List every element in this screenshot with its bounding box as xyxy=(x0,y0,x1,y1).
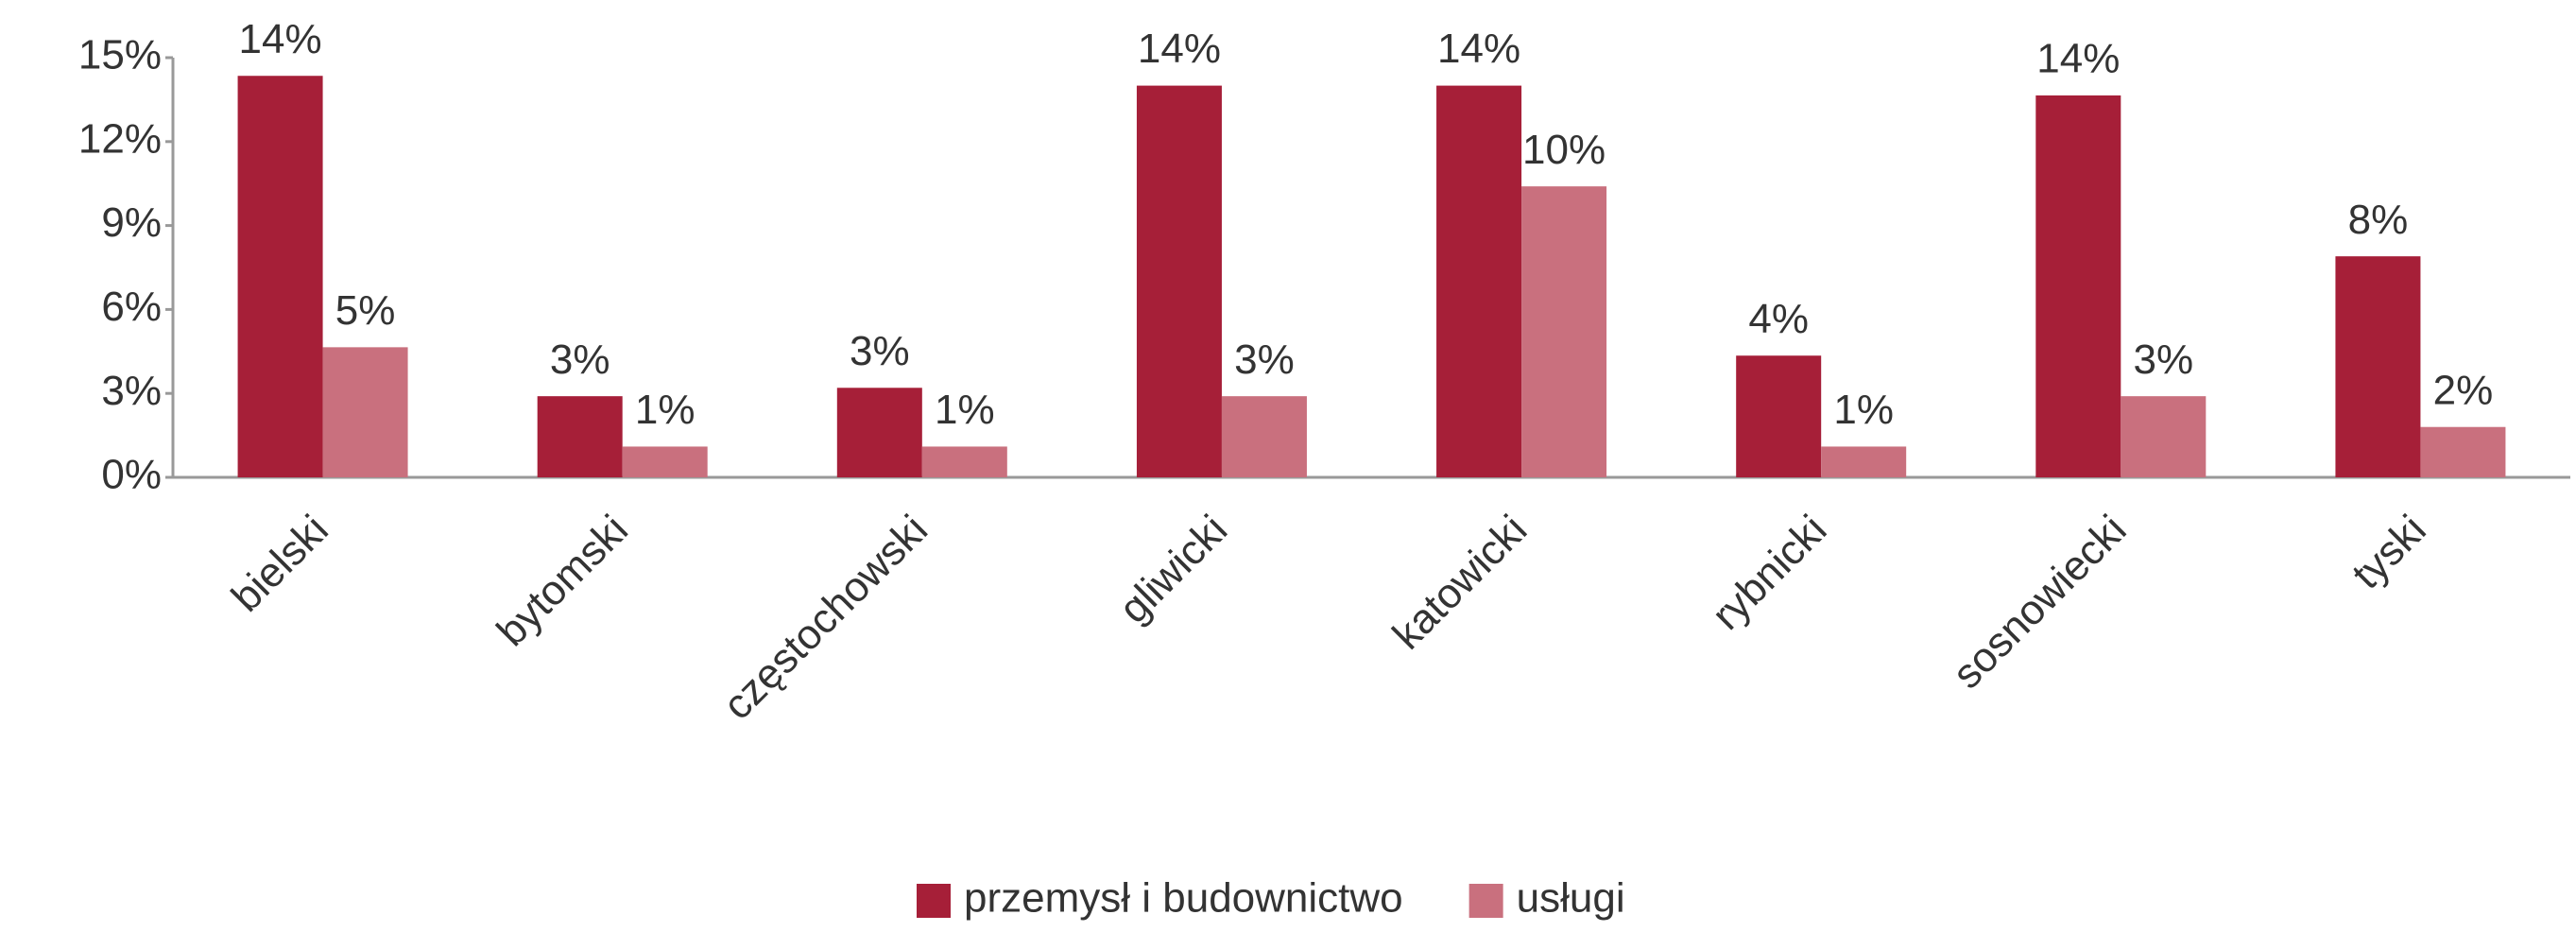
value-label: 3% xyxy=(2134,337,2194,383)
y-tick-label: 9% xyxy=(101,199,162,246)
bar xyxy=(1736,355,1822,477)
value-label: 14% xyxy=(1138,26,1221,72)
legend-label: usługi xyxy=(1517,875,1625,922)
bar xyxy=(237,76,323,478)
x-tick-label: bielski xyxy=(223,507,337,621)
value-label: 1% xyxy=(1833,387,1894,433)
x-tick-label: częstochowski xyxy=(714,507,936,729)
bar xyxy=(2335,256,2421,477)
value-label: 10% xyxy=(1522,127,1606,173)
y-tick-label: 3% xyxy=(101,368,162,414)
value-label: 1% xyxy=(935,387,995,433)
bar xyxy=(836,388,922,477)
value-label: 3% xyxy=(850,328,910,374)
bar xyxy=(1136,85,1222,477)
legend-swatch xyxy=(917,884,951,918)
bar xyxy=(2121,396,2207,477)
bar xyxy=(622,446,708,477)
x-tick-label: bytomski xyxy=(489,507,637,655)
bar xyxy=(322,347,408,477)
x-tick-label: tyski xyxy=(2344,507,2435,598)
x-tick-label: katowicki xyxy=(1383,507,1536,659)
value-label: 3% xyxy=(550,337,610,383)
bar xyxy=(2420,426,2506,477)
value-label: 14% xyxy=(239,16,322,62)
value-label: 4% xyxy=(1748,296,1809,342)
legend-swatch xyxy=(1468,884,1503,918)
bar xyxy=(537,396,623,477)
value-label: 1% xyxy=(635,387,696,433)
x-tick-label: rybnicki xyxy=(1703,507,1835,639)
x-tick-label: sosnowiecki xyxy=(1944,507,2135,698)
value-label: 3% xyxy=(1234,337,1295,383)
y-tick-label: 15% xyxy=(78,32,162,78)
y-tick-label: 6% xyxy=(101,284,162,330)
value-label: 5% xyxy=(335,287,396,334)
bar xyxy=(1436,85,1522,477)
bar xyxy=(1521,186,1607,477)
value-label: 14% xyxy=(2036,36,2120,82)
y-tick-label: 0% xyxy=(101,452,162,498)
bar xyxy=(2035,95,2121,478)
value-label: 2% xyxy=(2433,367,2494,413)
bar xyxy=(1821,446,1907,477)
legend-label: przemysł i budownictwo xyxy=(964,875,1403,922)
bar xyxy=(1221,396,1307,477)
value-label: 14% xyxy=(1437,26,1520,72)
value-label: 8% xyxy=(2348,197,2409,243)
y-tick-label: 12% xyxy=(78,115,162,162)
x-tick-label: gliwicki xyxy=(1110,507,1236,632)
bar xyxy=(921,446,1007,477)
